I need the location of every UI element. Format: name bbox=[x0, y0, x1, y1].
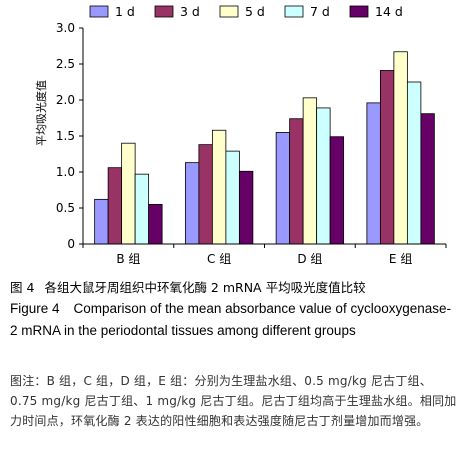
bar bbox=[121, 142, 136, 245]
bar bbox=[184, 162, 200, 245]
legend-swatch bbox=[284, 5, 304, 18]
x-tick-label: D 组 bbox=[297, 252, 322, 266]
legend-label: 5 d bbox=[245, 4, 265, 19]
y-tick-label: 1.0 bbox=[56, 165, 75, 179]
legend-swatch bbox=[349, 5, 369, 18]
bar bbox=[302, 97, 318, 245]
y-tick-label: 2.5 bbox=[56, 57, 75, 71]
caption-chinese: 图 4 各组大鼠牙周组织中环氧化酶 2 mRNA 平均吸光度值比较 bbox=[10, 279, 458, 296]
bar bbox=[329, 136, 345, 245]
bar bbox=[211, 129, 227, 245]
x-tick-label: E 组 bbox=[389, 252, 412, 266]
bar bbox=[289, 118, 304, 245]
bar bbox=[198, 144, 213, 245]
legend-swatch bbox=[154, 5, 174, 18]
bar bbox=[420, 113, 435, 245]
bars bbox=[94, 51, 435, 245]
caption-english-label: Figure 4 bbox=[10, 301, 60, 316]
y-tick-label: 2.0 bbox=[56, 93, 75, 107]
x-tick-label: C 组 bbox=[207, 252, 231, 266]
bar-chart: 1 d 3 d 5 d 7 d 14 d 平均吸光度值 0 0.5 1.0 1.5 2.0 2.5… bbox=[34, 4, 447, 266]
legend-swatch bbox=[89, 5, 109, 18]
bar bbox=[238, 170, 254, 245]
bar bbox=[316, 107, 331, 245]
bar bbox=[107, 167, 123, 245]
chart-legend: 1 d 3 d 5 d 7 d 14 d bbox=[89, 4, 403, 19]
y-tick-label: 0 bbox=[67, 237, 75, 251]
bar bbox=[275, 131, 291, 245]
caption-english-text: Comparison of the mean absorbance value … bbox=[10, 301, 451, 338]
legend-label: 14 d bbox=[375, 4, 403, 19]
bar bbox=[366, 102, 381, 245]
legend-swatch bbox=[219, 5, 239, 18]
caption-english: Figure 4 Comparison of the mean absorbanc… bbox=[10, 298, 458, 342]
legend-label: 1 d bbox=[115, 4, 135, 19]
legend-label: 3 d bbox=[180, 4, 200, 19]
bar bbox=[94, 198, 109, 245]
y-axis-label: 平均吸光度值 bbox=[34, 80, 48, 146]
caption-chinese-text: 各组大鼠牙周组织中环氧化酶 2 mRNA 平均吸光度值比较 bbox=[44, 280, 366, 295]
y-tick-label: 1.5 bbox=[56, 129, 75, 143]
legend-label: 7 d bbox=[310, 4, 330, 19]
caption-note: 图注：B 组，C 组，D 组，E 组：分别为生理盐水组、0.5 mg/kg 尼古… bbox=[10, 374, 457, 428]
caption-chinese-label: 图 4 bbox=[10, 280, 35, 295]
bar bbox=[379, 70, 395, 245]
bar bbox=[225, 150, 240, 245]
bar bbox=[393, 51, 408, 245]
bar bbox=[134, 173, 150, 245]
bar bbox=[406, 81, 422, 245]
y-tick-label: 3.0 bbox=[56, 21, 75, 35]
x-tick-label: B 组 bbox=[116, 252, 140, 266]
y-axis: 0 0.5 1.0 1.5 2.0 2.5 3.0 bbox=[56, 21, 84, 251]
y-tick-label: 0.5 bbox=[56, 201, 75, 215]
bar bbox=[148, 203, 163, 245]
